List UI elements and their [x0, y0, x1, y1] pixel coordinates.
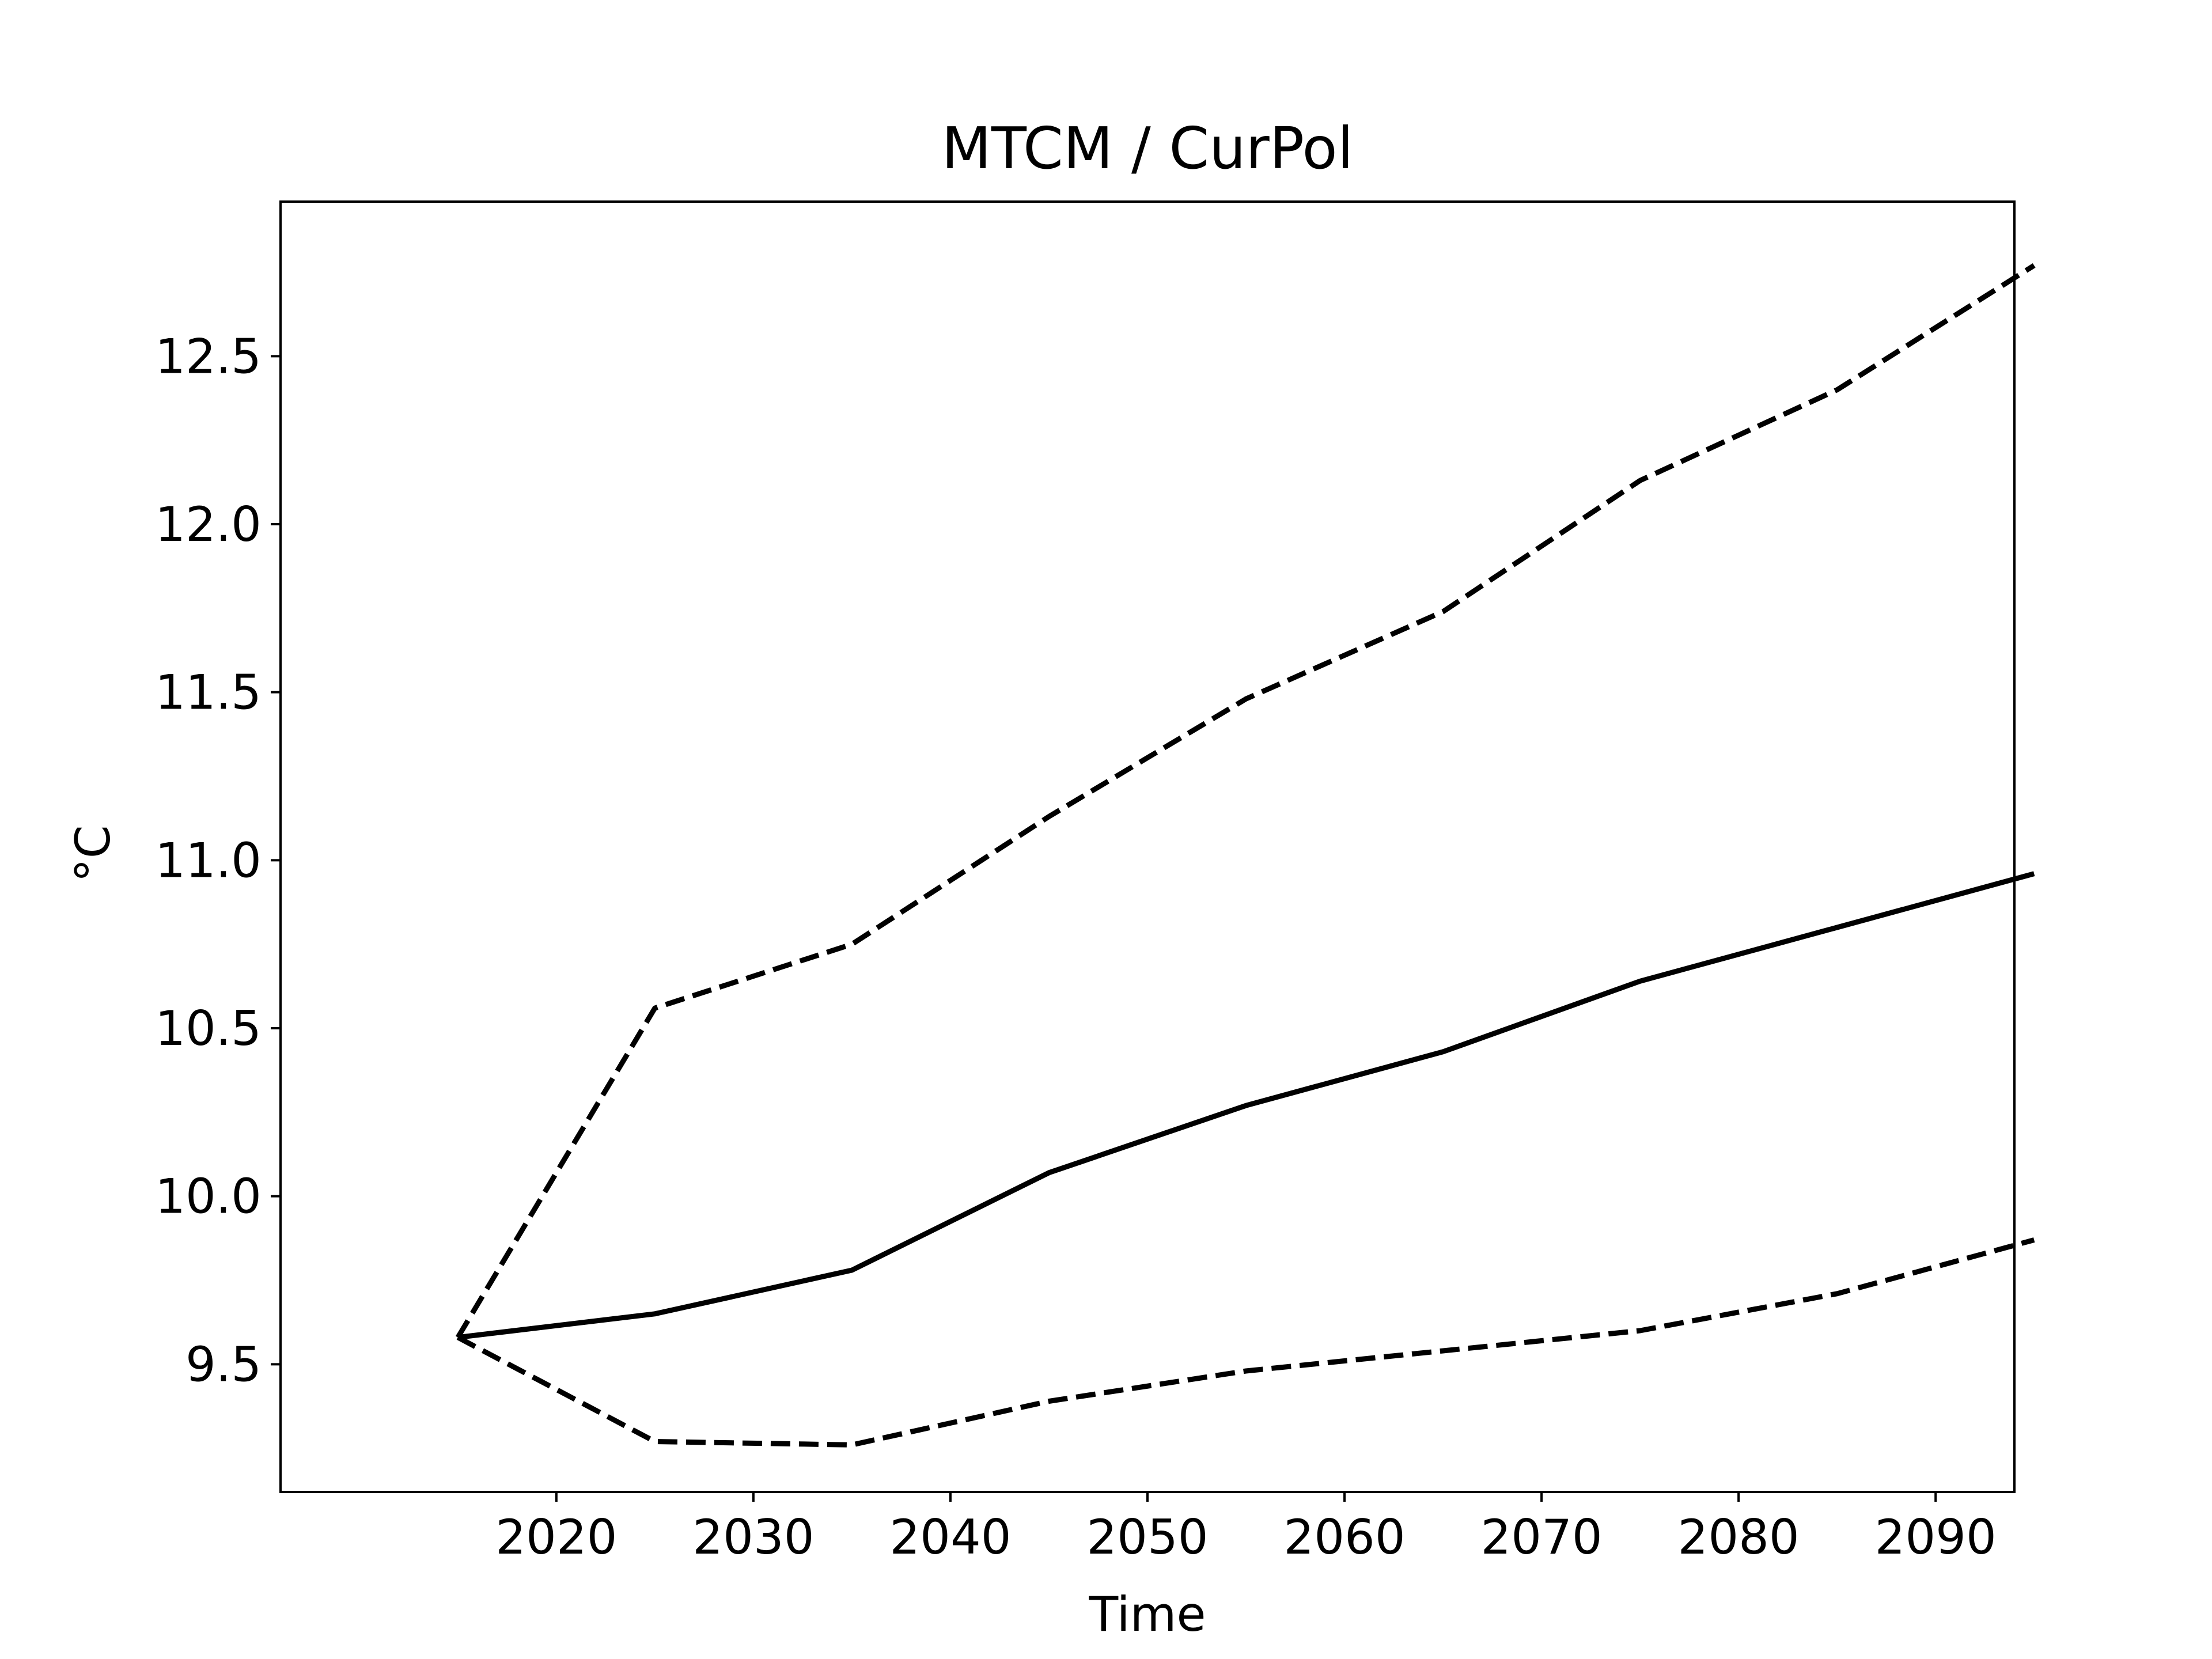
- y-tick-label: 9.5: [185, 1336, 262, 1392]
- y-tick-label: 11.0: [155, 832, 262, 888]
- chart-title: MTCM / CurPol: [942, 115, 1354, 182]
- x-tick-label: 2040: [889, 1509, 1011, 1565]
- x-tick-label: 2070: [1480, 1509, 1602, 1565]
- y-axis-ticks: 9.5 10.0 10.5 11.0 11.5 12.0 12.5: [155, 328, 281, 1392]
- y-tick-label: 10.0: [155, 1169, 262, 1225]
- series-layer: [455, 263, 2036, 1448]
- series-line-1: [457, 871, 2035, 1340]
- x-tick-label: 2080: [1678, 1509, 1800, 1565]
- x-axis-label: Time: [1088, 1586, 1206, 1642]
- x-tick-label: 2090: [1875, 1509, 1997, 1565]
- x-tick-label: 2050: [1086, 1509, 1208, 1565]
- y-tick-label: 11.5: [155, 665, 262, 721]
- series-line-2: [455, 263, 2036, 1339]
- series-line-3: [456, 1237, 2035, 1448]
- y-axis-label: °C: [65, 825, 121, 882]
- y-tick-label: 10.5: [155, 1001, 262, 1056]
- x-axis-ticks: 2020 2030 2040 2050 2060 2070 2080 2090: [495, 1492, 1997, 1565]
- y-tick-label: 12.5: [155, 328, 262, 384]
- x-tick-label: 2060: [1283, 1509, 1405, 1565]
- x-tick-label: 2020: [495, 1509, 617, 1565]
- x-tick-label: 2030: [692, 1509, 814, 1565]
- plot-area-frame: [279, 200, 2016, 1493]
- y-tick-label: 12.0: [155, 497, 262, 552]
